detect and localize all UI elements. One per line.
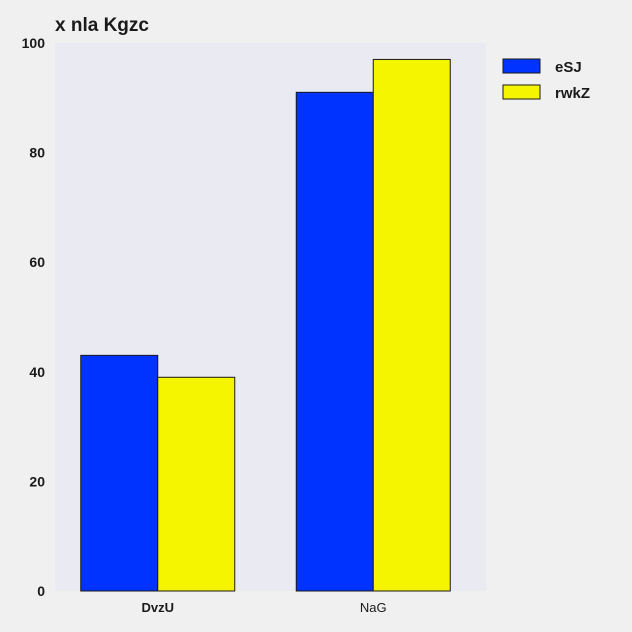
- legend-swatch-rwkZ: [502, 84, 541, 100]
- legend-label: eSJ: [555, 59, 582, 76]
- x-axis-ticks: DvzU NaG: [141, 600, 386, 615]
- y-tick-label: 0: [37, 583, 45, 599]
- bar-eSJ-NaG: [295, 91, 374, 592]
- x-tick-label: NaG: [360, 600, 387, 615]
- y-tick-label: 40: [29, 364, 45, 380]
- x-tick-label: DvzU: [141, 600, 174, 615]
- legend-swatch-eSJ: [502, 58, 541, 74]
- legend: eSJ rwkZ: [502, 58, 590, 102]
- bar-rwkZ-DvzU: [157, 376, 236, 592]
- y-tick-label: 80: [29, 145, 45, 161]
- y-tick-label: 20: [29, 473, 45, 489]
- bar-eSJ-DvzU: [80, 354, 159, 592]
- legend-label: rwkZ: [555, 85, 590, 102]
- bar-rwkZ-NaG: [372, 58, 451, 592]
- chart-title: x nla Kgzc: [55, 15, 149, 36]
- y-tick-label: 100: [22, 35, 46, 51]
- y-tick-label: 60: [29, 254, 45, 270]
- y-axis-ticks: 0 20 40 60 80 100: [22, 35, 46, 599]
- bars: [80, 58, 451, 592]
